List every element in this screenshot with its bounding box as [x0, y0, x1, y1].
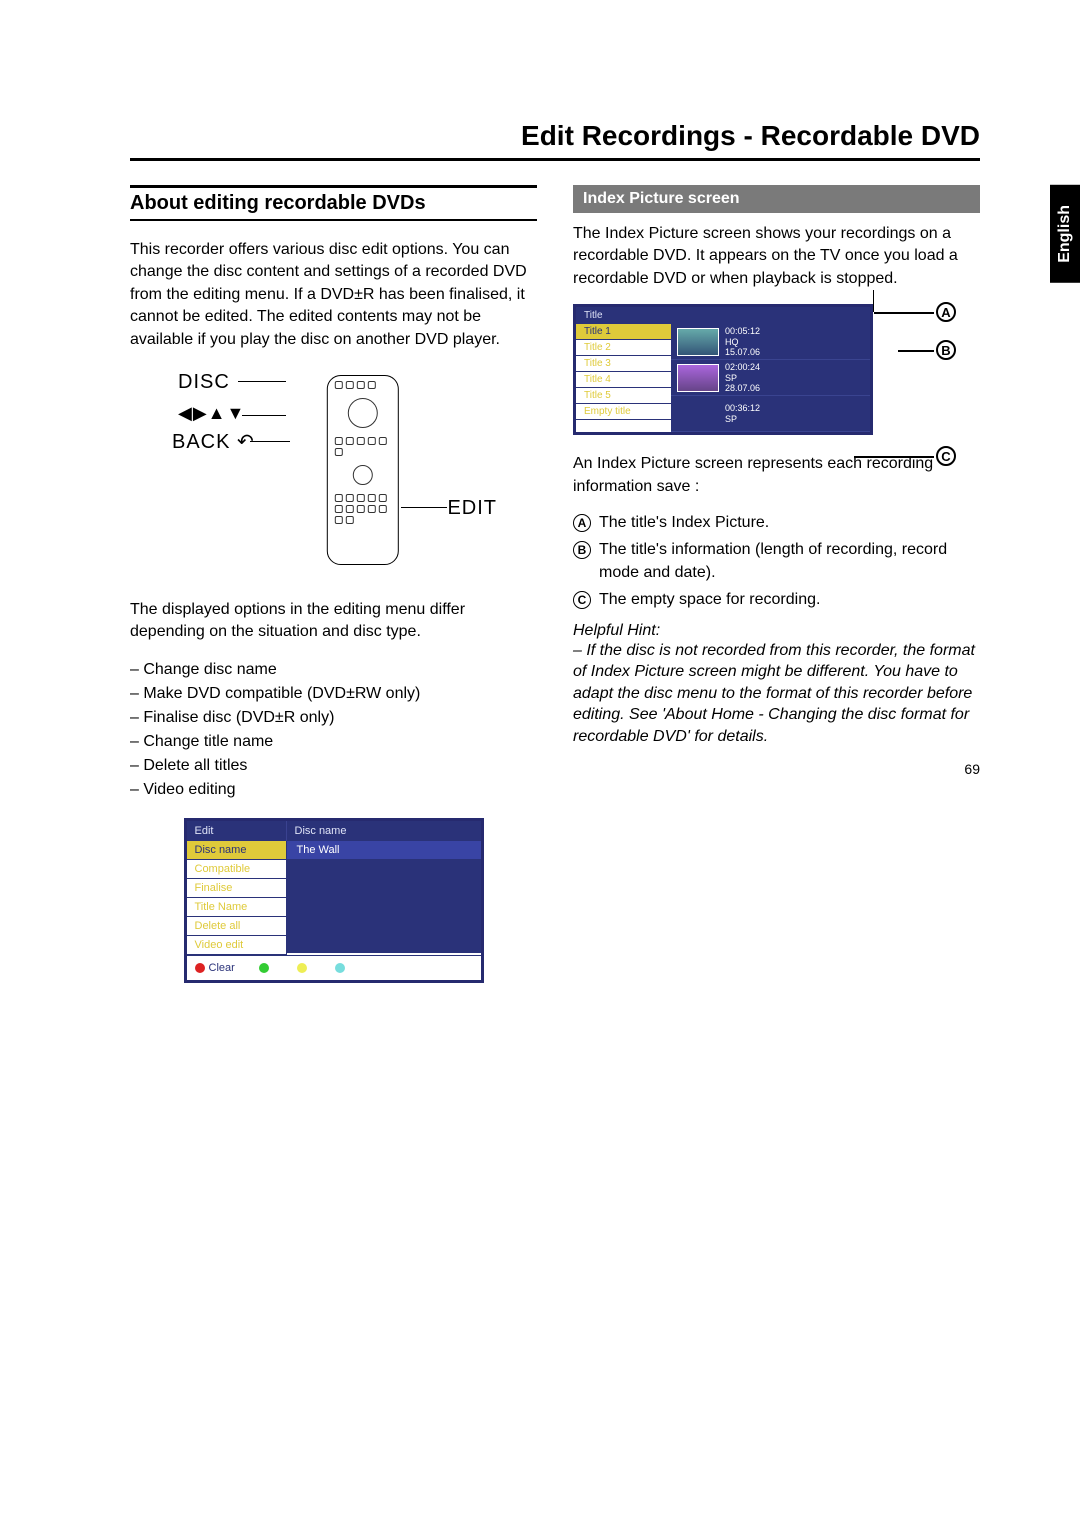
- footer-clear: Clear: [195, 962, 235, 974]
- lettered-text: The title's information (length of recor…: [599, 539, 980, 584]
- edit-menu-screenshot: Edit Disc name Disc name Compatible Fina…: [184, 818, 484, 983]
- callout-b: B: [936, 340, 956, 360]
- idx-title: Title 4: [576, 372, 671, 388]
- remote-label-back: BACK ↶: [172, 429, 255, 454]
- idx-title: Title 3: [576, 356, 671, 372]
- remote-label-arrows: ◀▶▲▼: [178, 403, 245, 424]
- list-item: Change title name: [130, 730, 537, 754]
- section-subtitle: About editing recordable DVDs: [130, 185, 537, 221]
- remote-label-disc: DISC: [178, 371, 230, 394]
- idx-header: Title: [576, 307, 870, 324]
- lead-line: [238, 381, 286, 382]
- list-item: Video editing: [130, 778, 537, 802]
- idx-thumbnail: [677, 364, 719, 392]
- circle-a-icon: A: [573, 514, 591, 532]
- idx-title: Title 1: [576, 324, 671, 340]
- remote-label-edit: EDIT: [447, 497, 497, 520]
- remote-diagram: DISC ◀▶▲▼ BACK ↶ EDIT: [130, 367, 537, 577]
- page-number: 69: [573, 761, 980, 777]
- idx-row: 00:05:12 HQ 15.07.06: [671, 324, 870, 360]
- list-item: Make DVD compatible (DVD±RW only): [130, 682, 537, 706]
- callout-a: A: [936, 302, 956, 322]
- list-item: Change disc name: [130, 658, 537, 682]
- lettered-text: The empty space for recording.: [599, 589, 820, 611]
- idx-thumbnail: [677, 328, 719, 356]
- hint-text: If the disc is not recorded from this re…: [573, 640, 980, 748]
- undo-icon: ↶: [237, 431, 255, 453]
- idx-row: 02:00:24 SP 28.07.06: [671, 360, 870, 396]
- menu-item: Delete all: [187, 917, 286, 936]
- menu-header-left: Edit: [187, 821, 287, 841]
- section-head: Index Picture screen: [573, 185, 980, 213]
- led-green-icon: [259, 963, 269, 973]
- menu-item: Video edit: [187, 936, 286, 955]
- lead-line: [401, 507, 447, 508]
- idx-title: Title 5: [576, 388, 671, 404]
- idx-title: Title 2: [576, 340, 671, 356]
- options-intro: The displayed options in the editing men…: [130, 599, 537, 644]
- menu-item: Title Name: [187, 898, 286, 917]
- led-red-icon: [195, 963, 205, 973]
- intro-paragraph: This recorder offers various disc edit o…: [130, 239, 537, 351]
- lettered-item: C The empty space for recording.: [573, 589, 980, 611]
- menu-value: The Wall: [287, 841, 481, 859]
- right-column: English Index Picture screen The Index P…: [573, 185, 980, 983]
- idx-title: Empty title: [576, 404, 671, 420]
- list-item: Finalise disc (DVD±R only): [130, 706, 537, 730]
- list-item: Delete all titles: [130, 754, 537, 778]
- index-lead: An Index Picture screen represents each …: [573, 453, 980, 498]
- led-yellow-icon: [297, 963, 307, 973]
- language-tab: English: [1050, 185, 1080, 283]
- remote-back-text: BACK: [172, 431, 230, 453]
- page-title: Edit Recordings - Recordable DVD: [130, 120, 980, 161]
- circle-c-icon: C: [573, 591, 591, 609]
- circle-b-icon: B: [573, 541, 591, 559]
- menu-header-right: Disc name: [287, 821, 355, 841]
- led-cyan-icon: [335, 963, 345, 973]
- lettered-text: The title's Index Picture.: [599, 512, 769, 534]
- lead-line: [250, 441, 290, 442]
- left-column: About editing recordable DVDs This recor…: [130, 185, 537, 983]
- menu-item: Finalise: [187, 879, 286, 898]
- index-picture-diagram: Title Title 1 Title 2 Title 3 Title 4 Ti…: [573, 304, 980, 435]
- lead-line: [242, 415, 286, 416]
- menu-item: Compatible: [187, 860, 286, 879]
- remote-body: [326, 375, 398, 565]
- options-list: Change disc name Make DVD compatible (DV…: [130, 658, 537, 802]
- lettered-item: B The title's information (length of rec…: [573, 539, 980, 584]
- lettered-item: A The title's Index Picture.: [573, 512, 980, 534]
- hint-label: Helpful Hint:: [573, 622, 980, 640]
- menu-item: Disc name: [187, 841, 286, 860]
- index-intro: The Index Picture screen shows your reco…: [573, 223, 980, 290]
- idx-row: 00:36:12 SP: [671, 396, 870, 432]
